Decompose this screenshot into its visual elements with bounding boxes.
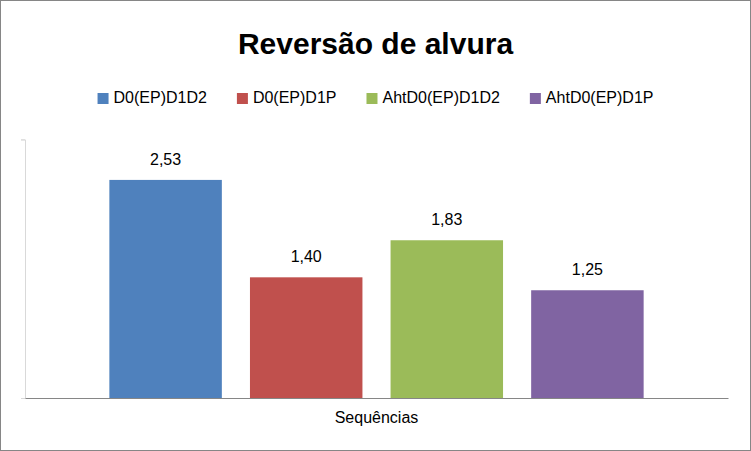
- y-axis: [21, 140, 26, 399]
- legend-swatch: [98, 93, 109, 104]
- legend-item: AhtD0(EP)D1P: [530, 89, 654, 106]
- data-label: 1,83: [431, 211, 462, 228]
- legend-label: D0(EP)D1P: [253, 89, 337, 106]
- y-tick: [21, 398, 25, 399]
- data-label: 1,25: [572, 261, 603, 278]
- y-tick: [21, 139, 25, 140]
- x-tick: Sequências: [335, 409, 419, 426]
- legend-label: D0(EP)D1D2: [114, 89, 207, 106]
- data-label: 2,53: [150, 151, 181, 168]
- chart-frame: [1, 1, 751, 451]
- x-axis-line: [26, 398, 729, 399]
- legend-label: AhtD0(EP)D1P: [546, 89, 654, 106]
- chart: Reversão de alvura Sequências 2,53 1,40 1,83…: [0, 0, 751, 451]
- data-label: 1,40: [291, 248, 322, 265]
- chart-title: Reversão de alvura: [238, 27, 513, 60]
- legend-label: AhtD0(EP)D1D2: [382, 89, 499, 106]
- legend-item: D0(EP)D1P: [237, 89, 337, 106]
- y-axis-line: [21, 140, 26, 399]
- legend-swatch: [530, 93, 541, 104]
- x-tick-label: Sequências: [335, 409, 419, 426]
- bar: [250, 277, 362, 398]
- legend-item: D0(EP)D1D2: [98, 89, 207, 106]
- y-tick-mark: [21, 398, 25, 399]
- x-axis: Sequências: [26, 399, 729, 427]
- y-tick-mark: [21, 139, 25, 140]
- legend-swatch: [366, 93, 377, 104]
- legend-item: AhtD0(EP)D1D2: [366, 89, 499, 106]
- bar: [109, 180, 221, 398]
- bar: [391, 240, 503, 398]
- legend-swatch: [237, 93, 248, 104]
- bar: [531, 290, 643, 398]
- legend: D0(EP)D1D2 D0(EP)D1P AhtD0(EP)D1D2 AhtD0(EP…: [98, 89, 654, 106]
- bars: [109, 180, 643, 398]
